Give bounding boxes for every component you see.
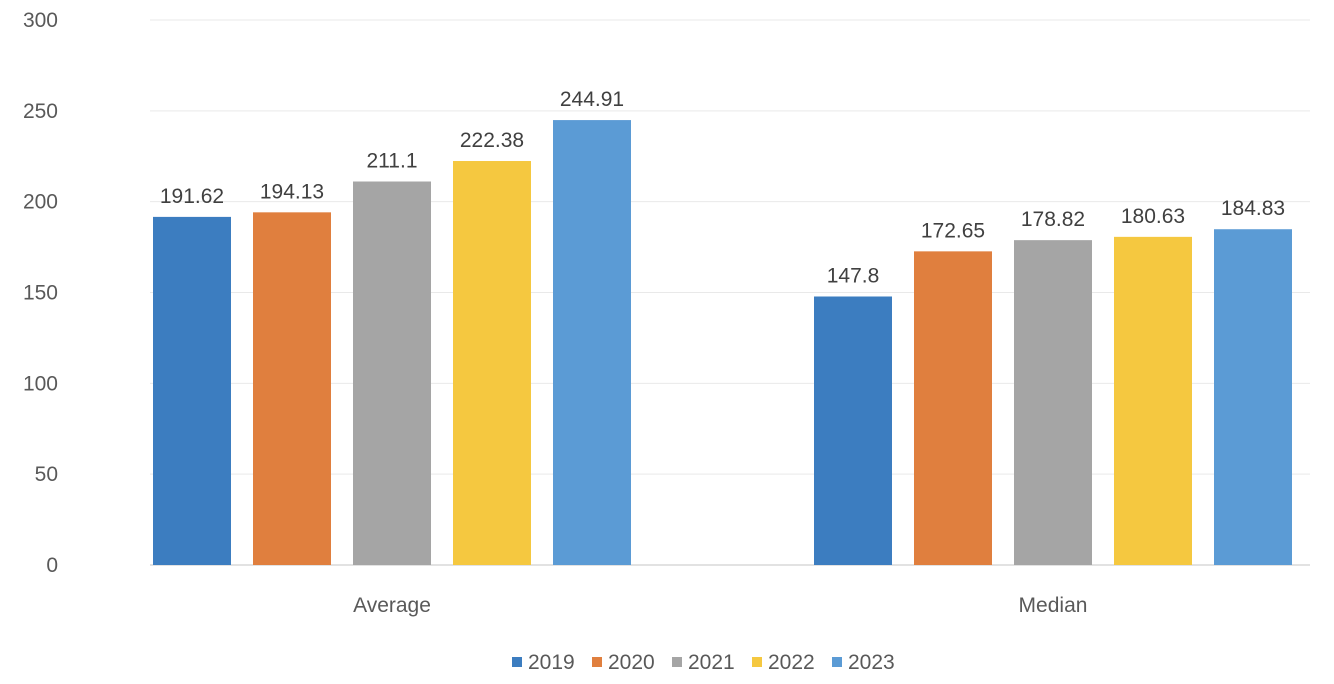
legend-swatch-2021 — [672, 657, 682, 667]
y-tick-label: 150 — [23, 282, 58, 305]
legend-label-2022: 2022 — [768, 651, 815, 674]
data-label: 184.83 — [1221, 197, 1285, 220]
y-axis-ticks: 0 50 100 150 200 250 300 — [23, 9, 58, 577]
bar-2020-median — [914, 251, 992, 566]
bar-2022-average — [453, 161, 531, 565]
bar-2020-average — [253, 212, 331, 565]
bar-2021-average — [353, 181, 431, 566]
legend-label-2019: 2019 — [528, 651, 575, 674]
data-label: 191.62 — [160, 185, 224, 208]
x-axis-categories: Average Median — [353, 594, 1087, 617]
data-label: 147.8 — [827, 264, 880, 287]
legend-swatch-2023 — [832, 657, 842, 667]
bar-2023-average — [553, 120, 631, 565]
data-label: 180.63 — [1121, 205, 1185, 228]
legend-label-2023: 2023 — [848, 651, 895, 674]
data-labels: 191.62 194.13 211.1 222.38 244.91 147.8 172.65… — [160, 88, 1285, 287]
y-tick-label: 300 — [23, 9, 58, 32]
bars — [153, 120, 1292, 566]
bar-2019-median — [814, 296, 892, 565]
legend-swatch-2020 — [592, 657, 602, 667]
y-tick-label: 250 — [23, 100, 58, 123]
data-label: 194.13 — [260, 180, 324, 203]
legend-swatch-2022 — [752, 657, 762, 667]
gridlines — [150, 19, 1310, 566]
bar-2022-median — [1114, 236, 1192, 565]
y-tick-label: 200 — [23, 191, 58, 214]
y-tick-label: 100 — [23, 372, 58, 395]
bar-2021-median — [1014, 240, 1092, 565]
category-label: Median — [1019, 594, 1088, 617]
data-label: 222.38 — [460, 129, 524, 152]
y-tick-label: 0 — [46, 554, 58, 577]
y-tick-label: 50 — [35, 463, 58, 486]
category-label: Average — [353, 594, 431, 617]
bar-2019-average — [153, 216, 231, 566]
legend-label-2021: 2021 — [688, 651, 735, 674]
legend: 2019 2020 2021 2022 2023 — [512, 651, 895, 674]
data-label: 244.91 — [560, 88, 624, 111]
data-label: 178.82 — [1021, 208, 1085, 231]
data-label: 172.65 — [921, 219, 985, 242]
bar-2023-median — [1214, 229, 1292, 565]
legend-label-2020: 2020 — [608, 651, 655, 674]
legend-swatch-2019 — [512, 657, 522, 667]
data-label: 211.1 — [367, 150, 418, 173]
